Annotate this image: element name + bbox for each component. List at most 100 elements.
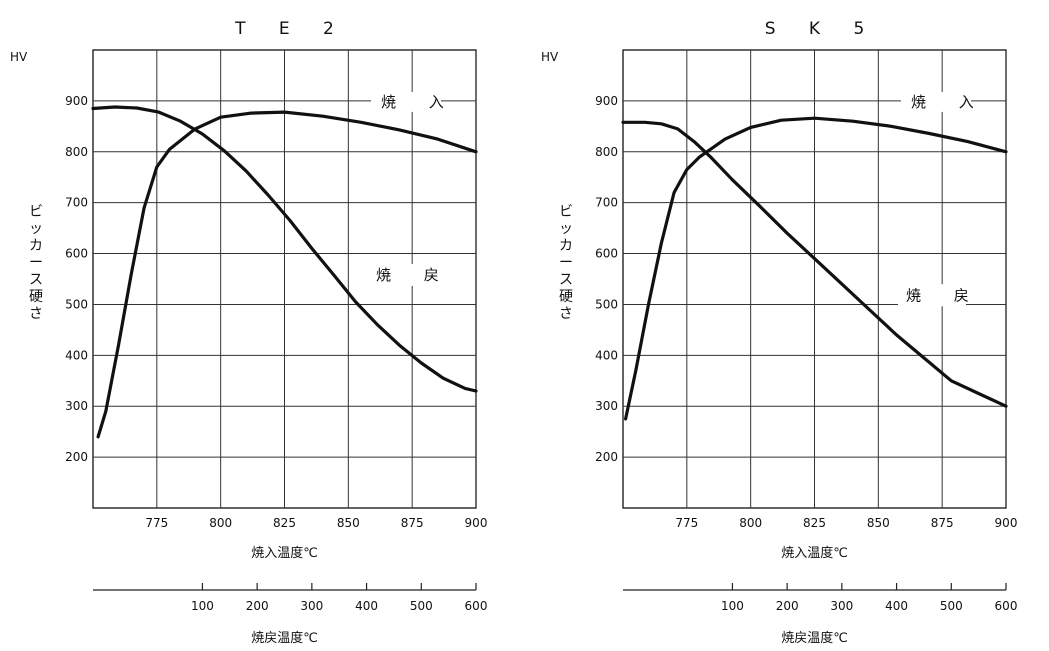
quench-point	[890, 125, 892, 128]
x-tick-label: 775	[145, 516, 168, 530]
x-tick-label: 825	[803, 516, 826, 530]
quench-series-label: 焼 入	[381, 93, 458, 111]
y-tick-label: 900	[595, 94, 618, 108]
quench-point	[624, 418, 627, 420]
temper-point	[332, 274, 335, 276]
y-unit-label: HV	[541, 50, 559, 64]
series-label-bg	[901, 91, 971, 112]
quench-point	[117, 344, 120, 346]
quench-point	[283, 111, 286, 113]
quench-point	[660, 242, 663, 245]
temper-point	[895, 334, 898, 336]
y-tick-label: 900	[65, 94, 88, 108]
quench-point	[250, 112, 253, 114]
temper-point	[868, 308, 871, 311]
temper-point	[464, 387, 466, 390]
temper-point	[731, 178, 734, 181]
temper-point	[245, 170, 247, 172]
temper-point	[223, 149, 226, 152]
quench-series-label: 焼 入	[911, 93, 988, 111]
y-axis-label-char: ー	[29, 255, 43, 271]
temper-point	[311, 247, 313, 250]
temper-point	[157, 111, 160, 113]
temper-point	[135, 107, 138, 109]
x-tick-label: 875	[401, 516, 424, 530]
quench-point	[156, 166, 158, 168]
y-tick-label: 500	[65, 297, 88, 311]
y-tick-label: 200	[595, 450, 618, 464]
x-axis-label: 焼入温度℃	[781, 545, 848, 561]
quench-point	[686, 168, 688, 171]
quench-point	[104, 410, 107, 413]
quench-point	[698, 156, 701, 158]
temper-point	[475, 390, 477, 392]
quench-point	[436, 138, 439, 140]
temper-tick-label: 200	[246, 599, 269, 613]
quench-point	[647, 303, 650, 306]
y-tick-label: 700	[595, 196, 618, 210]
temper-point	[622, 121, 624, 124]
temper-tick-label: 300	[830, 599, 853, 613]
temper-point	[977, 392, 980, 395]
temper-tick-label: 600	[465, 599, 488, 613]
temper-point	[644, 121, 646, 124]
x-tick-label: 900	[995, 516, 1018, 530]
temper-axis-label: 焼戻温度℃	[251, 630, 318, 646]
temper-point	[950, 379, 953, 382]
x-tick-label: 875	[931, 516, 954, 530]
quench-point	[475, 150, 477, 153]
chart-sk5: 200 300 400 500 600 700 800 900 775 800 825 850 875 9…	[541, 19, 1017, 646]
quench-point	[219, 116, 222, 118]
temper-tick-label: 300	[300, 599, 323, 613]
temper-point	[758, 205, 761, 208]
y-tick-label: 800	[595, 145, 618, 159]
x-tick-label: 800	[739, 516, 762, 530]
y-axis-label-char: ッ	[559, 221, 573, 237]
temper-tick-label: 500	[410, 599, 433, 613]
quench-point	[813, 117, 816, 119]
quench-point	[398, 129, 401, 131]
y-axis-label: ビッカース硬さ	[559, 204, 573, 322]
y-tick-label: 800	[65, 145, 88, 159]
quench-curve	[96, 110, 478, 439]
chart-title: T E 2	[234, 19, 348, 39]
x-axis-label: 焼入温度℃	[251, 545, 318, 561]
temper-point	[923, 357, 925, 359]
y-axis-label-char: ビ	[29, 204, 43, 220]
temper-point	[1005, 405, 1007, 408]
temper-series-label: 焼 戻	[376, 266, 453, 284]
quench-point	[673, 191, 675, 194]
y-axis-label-char: ッ	[29, 221, 43, 237]
y-axis-label-char: ス	[29, 272, 43, 288]
y-tick-label: 400	[595, 348, 618, 362]
x-tick-label: 900	[465, 516, 488, 530]
y-axis-label-char: 硬	[559, 289, 573, 305]
quench-point	[928, 132, 931, 135]
chart-te2: 200 300 400 500 600 700 800 900 775 800 825 850 875 9…	[10, 19, 487, 646]
series-label-bg	[898, 284, 966, 307]
quench-point	[143, 206, 145, 209]
temper-tick-label: 400	[885, 599, 908, 613]
temper-tick-label: 200	[776, 599, 799, 613]
quench-point	[130, 273, 133, 275]
temper-point	[376, 324, 379, 326]
series-label-bg	[368, 263, 436, 286]
y-tick-label: 600	[595, 247, 618, 261]
temper-point	[354, 301, 357, 303]
quench-point	[322, 115, 324, 117]
y-axis-label-char: カ	[559, 238, 573, 254]
temper-point	[179, 120, 182, 123]
temper-point	[398, 344, 401, 346]
temper-point	[693, 140, 695, 143]
y-tick-label: 600	[65, 247, 88, 261]
quench-point	[749, 126, 752, 129]
y-axis-label-char: ス	[559, 272, 573, 288]
quench-point	[966, 140, 969, 143]
temper-point	[289, 219, 291, 222]
x-tick-label: 850	[337, 516, 360, 530]
chart-title: S K 5	[765, 19, 879, 39]
temper-point	[660, 122, 663, 125]
temper-point	[442, 377, 444, 380]
quench-point	[852, 120, 854, 123]
